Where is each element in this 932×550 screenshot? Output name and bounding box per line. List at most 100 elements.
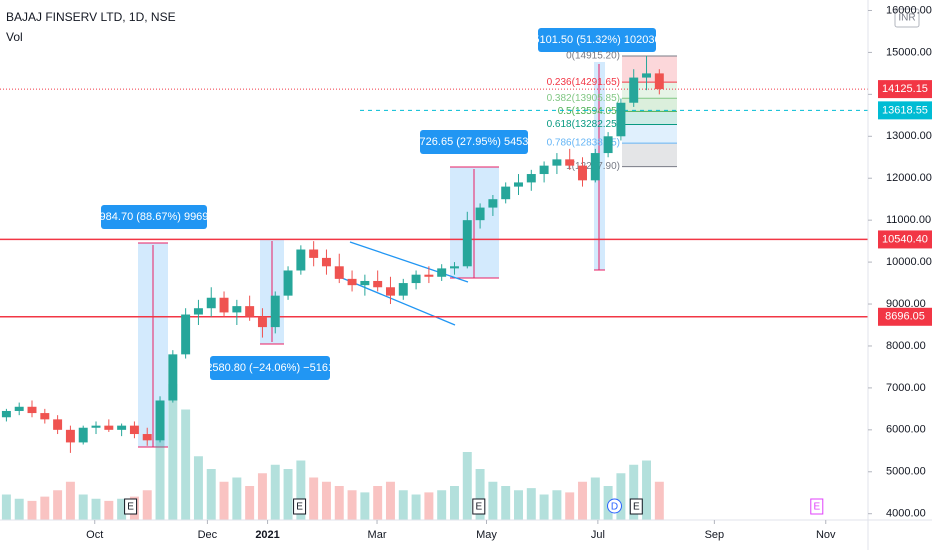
y-tick-label: 16000.00 bbox=[886, 4, 932, 16]
candle-body bbox=[219, 297, 229, 313]
price-tag-label: 13618.55 bbox=[882, 104, 928, 116]
volume-bar bbox=[53, 490, 63, 520]
x-tick-label: Jul bbox=[591, 529, 605, 541]
candle-body bbox=[347, 278, 357, 286]
candle-body bbox=[117, 425, 127, 430]
volume-bar bbox=[616, 473, 626, 520]
candle-body bbox=[475, 207, 485, 221]
candle-body bbox=[552, 159, 562, 166]
volume-bar bbox=[578, 481, 587, 520]
candle-body bbox=[53, 419, 63, 430]
volume-bar bbox=[65, 481, 75, 520]
candle-body bbox=[501, 186, 511, 200]
volume-bar bbox=[78, 494, 88, 520]
event-marker bbox=[629, 498, 643, 515]
candle-body bbox=[129, 425, 139, 435]
currency[interactable]: INR bbox=[898, 13, 915, 24]
candle-body bbox=[385, 287, 395, 296]
x-tick-label: Mar bbox=[368, 529, 387, 541]
volume-label: Vol bbox=[6, 30, 23, 44]
x-tick-label: Sep bbox=[705, 529, 725, 541]
candle-body bbox=[296, 249, 306, 271]
volume-bar bbox=[514, 490, 523, 520]
volume-bar bbox=[155, 439, 165, 520]
price-tag bbox=[878, 80, 932, 99]
candle-body bbox=[565, 159, 575, 166]
candle-body bbox=[283, 270, 293, 296]
y-tick-label: 9000.00 bbox=[886, 298, 926, 310]
volume-bar bbox=[321, 481, 331, 520]
volume-bar bbox=[91, 498, 101, 520]
fib-band bbox=[622, 143, 677, 167]
volume-bar bbox=[206, 469, 216, 520]
volume-bar bbox=[168, 384, 178, 520]
candle-body bbox=[398, 283, 408, 296]
volume-bar bbox=[565, 492, 575, 520]
candle-body bbox=[437, 268, 447, 277]
volume-bar bbox=[654, 481, 664, 520]
candle-body bbox=[334, 266, 344, 279]
measure-label: 2726.65 (27.95%) 54533 bbox=[413, 136, 534, 148]
event-label: E bbox=[633, 502, 640, 513]
candle-body bbox=[309, 249, 319, 258]
candle-body bbox=[629, 77, 639, 103]
volume-bar bbox=[193, 456, 203, 520]
candle-body bbox=[155, 400, 165, 441]
price-tag bbox=[878, 101, 932, 120]
x-tick-label: May bbox=[476, 529, 497, 541]
candle-body bbox=[193, 308, 203, 315]
currency-box[interactable] bbox=[894, 8, 920, 28]
event-label: E bbox=[127, 502, 134, 513]
volume-bar bbox=[373, 486, 383, 520]
volume-bar bbox=[642, 460, 651, 520]
volume-bar bbox=[450, 486, 459, 520]
chart-title: BAJAJ FINSERV LTD, 1D, NSE bbox=[6, 10, 176, 24]
volume-bar bbox=[334, 486, 344, 520]
y-tick-label: 7000.00 bbox=[886, 382, 926, 394]
volume-bar bbox=[296, 460, 306, 520]
y-tick-label: 12000.00 bbox=[886, 172, 932, 184]
candle-body bbox=[514, 182, 523, 187]
candle-body bbox=[27, 406, 37, 414]
volume-bar bbox=[270, 464, 280, 520]
volume-bar bbox=[424, 492, 434, 520]
volume-bar bbox=[501, 486, 511, 520]
measure-label: 5101.50 (51.32%) 102030 bbox=[533, 34, 660, 46]
volume-bar bbox=[1, 494, 11, 520]
candle-body bbox=[65, 429, 75, 443]
volume-bar bbox=[590, 477, 600, 520]
measure-label: 4984.70 (88.67%) 99694 bbox=[93, 211, 214, 223]
volume-bar bbox=[309, 477, 319, 520]
price-tag bbox=[878, 307, 932, 326]
price-tag-label: 14125.15 bbox=[882, 83, 928, 95]
candle-body bbox=[181, 314, 191, 355]
candle-body bbox=[578, 165, 587, 181]
candle-body bbox=[411, 274, 421, 284]
candle-body bbox=[616, 102, 626, 137]
volume-bar bbox=[488, 481, 498, 520]
candle-body bbox=[91, 425, 101, 428]
candle-body bbox=[1, 410, 11, 418]
candle-body bbox=[539, 165, 549, 175]
plot-area: 0(14915.20) 0.236(14291.65) 0.382(13905.85… bbox=[0, 51, 868, 520]
volume-bar bbox=[360, 492, 370, 520]
volume-bar bbox=[27, 500, 37, 520]
candle-body bbox=[206, 297, 216, 309]
candle-body bbox=[654, 73, 664, 90]
volume-bar bbox=[526, 488, 536, 520]
volume-bar bbox=[245, 486, 255, 520]
candle-body bbox=[232, 306, 242, 313]
fib-band bbox=[622, 124, 677, 144]
y-tick-label: 11000.00 bbox=[886, 214, 931, 226]
channel-line bbox=[341, 277, 456, 326]
candle-body bbox=[14, 406, 24, 411]
candle-body bbox=[104, 425, 114, 430]
price-tag-label: 8696.05 bbox=[885, 311, 925, 323]
y-tick-label: 4000.00 bbox=[886, 508, 926, 520]
y-tick-label: 5000.00 bbox=[886, 466, 926, 478]
x-tick-label: Oct bbox=[86, 529, 103, 541]
volume-bar bbox=[462, 452, 472, 520]
candle-body bbox=[168, 354, 178, 401]
channel-line bbox=[349, 241, 469, 283]
